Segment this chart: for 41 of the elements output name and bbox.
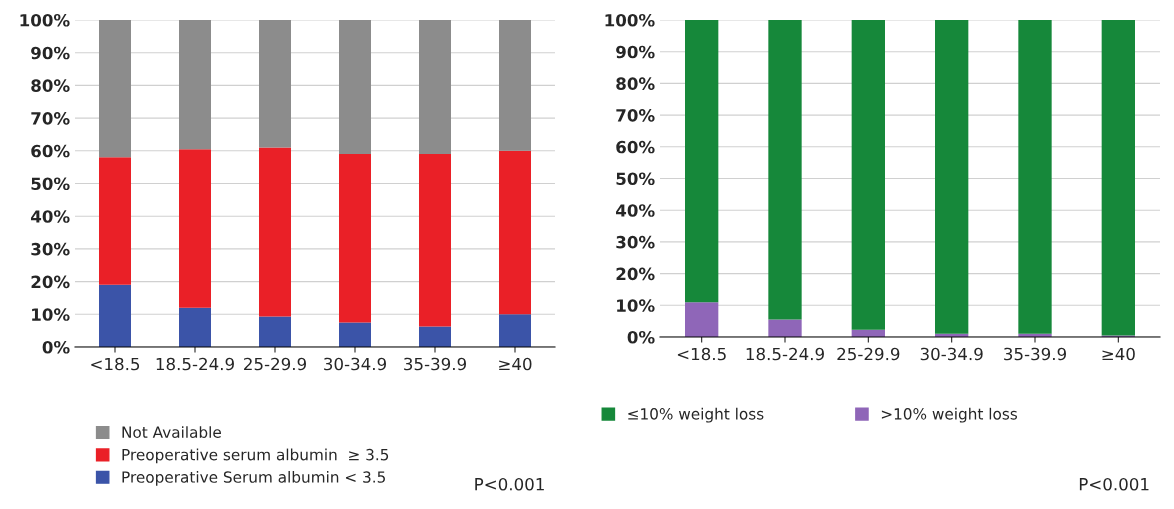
y-tick-label: 60% <box>31 144 70 158</box>
y-tick-label: 40% <box>31 210 70 223</box>
legend-label: ≤10% weight loss <box>628 407 764 423</box>
y-tick-label: 50% <box>31 177 70 191</box>
x-tick-label: 25-29.9 <box>837 347 900 361</box>
y-tick-label: 80% <box>31 79 70 92</box>
y-tick-label: 30% <box>616 235 655 249</box>
text: P<0.001 <box>1079 477 1149 491</box>
y-tick-label: 90% <box>616 45 655 59</box>
x-tick-label: 30-34.9 <box>324 357 386 371</box>
legend-label: >10% weight loss <box>881 407 1018 423</box>
y-tick-label: 20% <box>616 267 655 281</box>
y-tick-label: 60% <box>616 140 655 154</box>
legend-label: Not Available <box>122 426 221 438</box>
y-tick-label: 10% <box>617 299 655 312</box>
x-tick-label: ≥40 <box>499 357 532 371</box>
x-tick-label: 30-34.9 <box>920 347 983 361</box>
x-tick-label: 25-29.9 <box>244 357 306 371</box>
y-tick-label: 70% <box>31 112 70 125</box>
y-tick-label: 30% <box>31 242 70 256</box>
y-tick-label: 0% <box>627 330 655 344</box>
y-tick-label: 100% <box>20 13 70 27</box>
y-tick-label: 90% <box>31 46 70 60</box>
x-tick-label: 18.5-24.9 <box>156 357 234 371</box>
y-tick-label: 50% <box>616 172 655 186</box>
text: P<0.001 <box>475 477 544 491</box>
legend-label: Preoperative Serum albumin < 3.5 <box>122 471 385 486</box>
x-tick-label: 35-39.9 <box>1004 347 1066 361</box>
x-tick-label: <18.5 <box>91 357 140 371</box>
y-tick-label: 40% <box>616 204 655 217</box>
x-tick-label: <18.5 <box>677 347 726 361</box>
y-tick-label: 0% <box>42 340 70 354</box>
y-tick-label: 100% <box>605 13 655 27</box>
x-tick-label: ≥40 <box>1102 347 1135 361</box>
y-tick-label: 10% <box>32 308 70 321</box>
x-tick-label: 35-39.9 <box>404 357 466 371</box>
y-tick-label: 20% <box>31 275 70 289</box>
y-tick-label: 70% <box>616 109 655 122</box>
legend-label: Preoperative serum albumin ≥ 3.5 <box>122 448 389 464</box>
y-tick-label: 80% <box>616 77 655 90</box>
x-tick-label: 18.5-24.9 <box>746 347 824 361</box>
